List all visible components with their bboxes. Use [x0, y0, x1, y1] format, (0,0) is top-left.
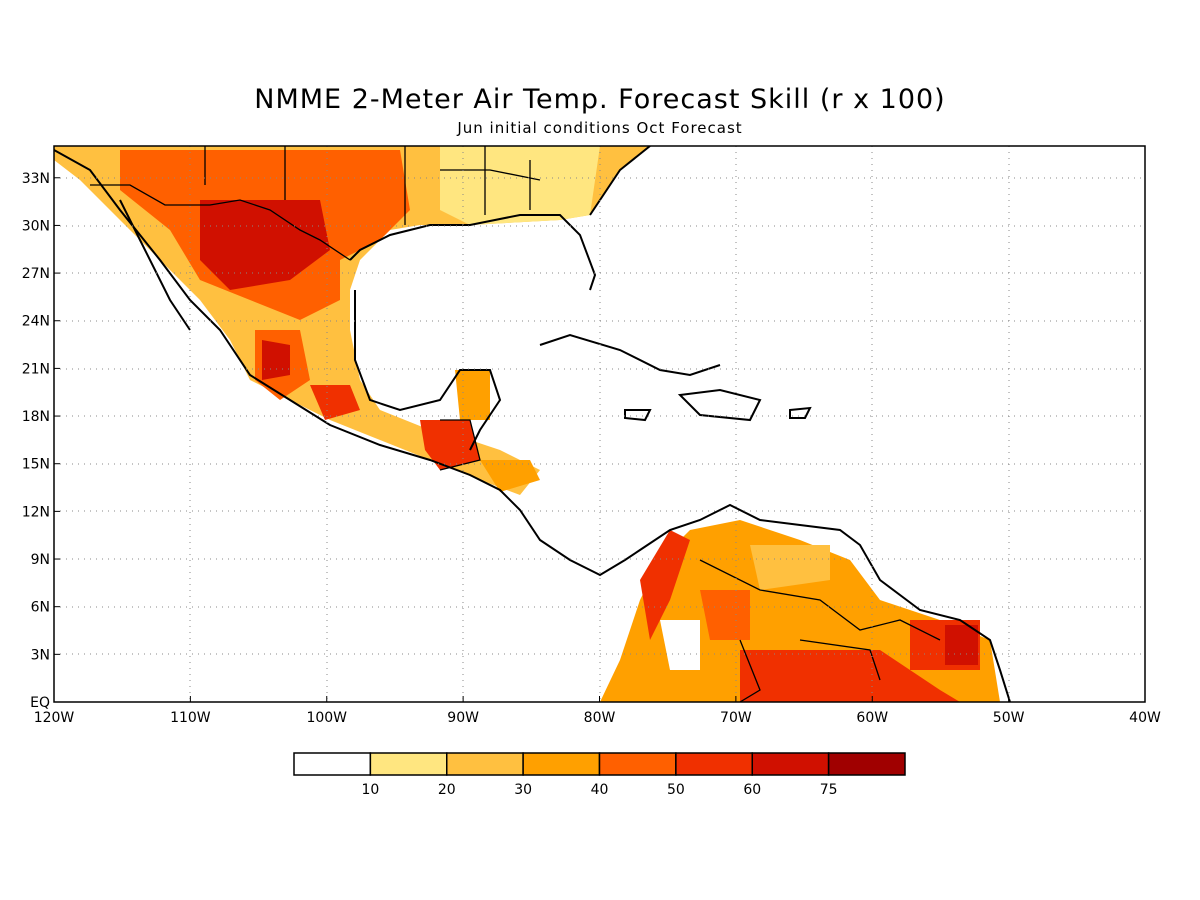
longitude-ticks: 120W 110W 100W 90W 80W 70W 60W 50W 40W	[34, 696, 1161, 726]
skill-area-amazon	[740, 650, 960, 702]
skill-area-central-sa	[700, 590, 750, 640]
colorbar-label: 20	[438, 782, 456, 798]
colorbar-swatch	[293, 752, 372, 776]
skill-area-guatemala	[420, 420, 480, 470]
colorbar-swatch	[522, 752, 601, 776]
skill-core-mexico-west	[262, 340, 290, 380]
lon-tick-label: 40W	[1129, 710, 1161, 726]
skill-core-mexico-north	[200, 200, 330, 290]
map-title: NMME 2-Meter Air Temp. Forecast Skill (r…	[254, 84, 946, 115]
skill-area-colombia	[640, 530, 690, 640]
coastlines	[54, 146, 1011, 702]
lat-tick-label: 12N	[22, 504, 50, 520]
colorbar-swatch	[827, 752, 906, 776]
lat-tick-label: 24N	[22, 314, 50, 330]
lon-tick-label: 70W	[720, 710, 752, 726]
colorbar-swatch	[369, 752, 448, 776]
lat-tick-label: 30N	[22, 218, 50, 234]
skill-core-guianas	[945, 625, 978, 665]
country-borders	[90, 146, 941, 702]
skill-shading	[54, 146, 1000, 702]
lat-tick-label: 6N	[31, 600, 50, 616]
lat-tick-label: 15N	[22, 457, 50, 473]
colorbar-swatch	[751, 752, 830, 776]
skill-area-yucatan	[455, 370, 490, 420]
lon-tick-label: 100W	[306, 710, 347, 726]
lat-tick-label: 27N	[22, 266, 50, 282]
lon-tick-label: 110W	[170, 710, 211, 726]
latitude-ticks: EQ 3N 6N 9N 12N 15N 18N 21N 24N 27N 30N 33N	[22, 171, 60, 711]
lon-tick-label: 60W	[856, 710, 888, 726]
colorbar-swatch	[446, 752, 524, 776]
lon-tick-label: 120W	[34, 710, 75, 726]
skill-area-mexico-south	[310, 385, 360, 420]
map-subtitle: Jun initial conditions Oct Forecast	[457, 119, 743, 137]
skill-area-southeast-us	[440, 146, 600, 225]
lat-tick-label: EQ	[30, 695, 50, 711]
colorbar-label: 60	[743, 782, 761, 798]
lat-tick-label: 18N	[22, 409, 50, 425]
lat-tick-label: 33N	[22, 171, 50, 187]
skill-area-low-colombia	[660, 620, 700, 670]
colorbar-swatch	[675, 752, 753, 776]
lat-tick-label: 3N	[31, 647, 50, 663]
colorbar-label: 75	[820, 782, 838, 798]
skill-area-honduras	[480, 460, 540, 492]
skill-area-venezuela	[750, 545, 830, 590]
colorbar-label: 50	[667, 782, 685, 798]
colorbar-label: 30	[514, 782, 532, 798]
lon-tick-label: 90W	[447, 710, 479, 726]
lon-tick-label: 80W	[584, 710, 616, 726]
lon-tick-label: 50W	[993, 710, 1025, 726]
lat-tick-label: 21N	[22, 361, 50, 377]
colorbar-swatch	[598, 752, 677, 776]
colorbar-label: 10	[361, 782, 379, 798]
lat-tick-label: 9N	[31, 552, 50, 568]
colorbar-label: 40	[591, 782, 609, 798]
